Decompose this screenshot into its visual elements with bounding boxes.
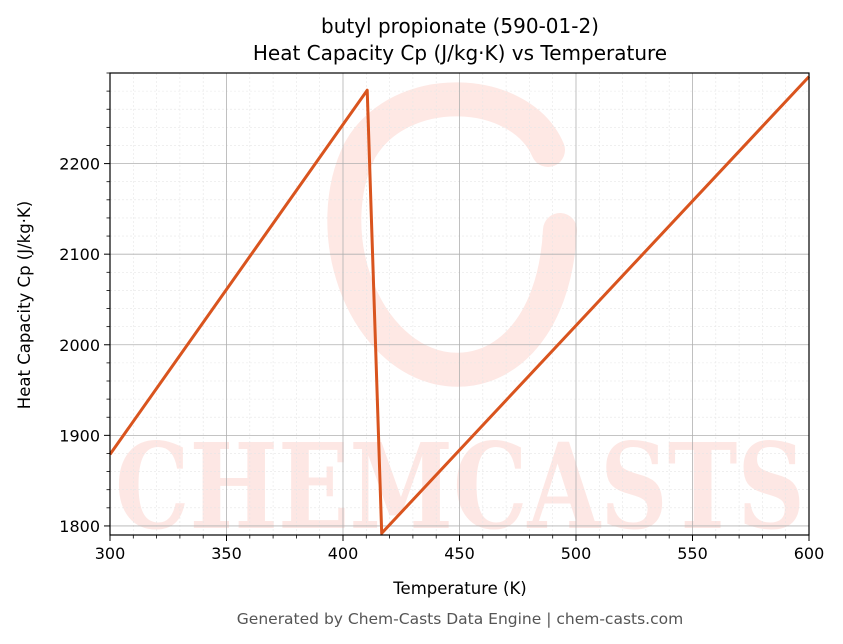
x-tick-label: 400	[328, 544, 359, 563]
y-axis-label: Heat Capacity Cp (J/kg·K)	[15, 201, 34, 409]
x-tick-labels: 300 350 400 450 500 550 600	[95, 544, 825, 563]
y-tick-label: 1900	[59, 426, 100, 445]
x-axis-label: Temperature (K)	[392, 579, 526, 598]
footer-credit: Generated by Chem-Casts Data Engine | ch…	[237, 610, 683, 628]
x-tick-label: 600	[794, 544, 825, 563]
x-tick-label: 450	[444, 544, 475, 563]
chart-subtitle: Heat Capacity Cp (J/kg·K) vs Temperature	[253, 41, 667, 65]
x-tick-label: 500	[561, 544, 592, 563]
watermark-text: CHEMCASTS	[115, 417, 805, 556]
series-line-heat-capacity	[108, 75, 811, 535]
y-tick-label: 2200	[59, 155, 100, 174]
series-layer	[108, 75, 811, 535]
y-tick-label: 2100	[59, 245, 100, 264]
chart-title: butyl propionate (590-01-2)	[321, 14, 599, 38]
x-tick-label: 550	[677, 544, 708, 563]
watermark-logo: CHEMCASTS	[115, 82, 805, 556]
ticks	[104, 72, 810, 541]
y-tick-label: 2000	[59, 336, 100, 355]
y-tick-label: 1800	[59, 517, 100, 536]
y-tick-labels: 1800 1900 2000 2100 2200	[59, 155, 100, 536]
x-tick-label: 350	[211, 544, 242, 563]
x-tick-label: 300	[95, 544, 126, 563]
